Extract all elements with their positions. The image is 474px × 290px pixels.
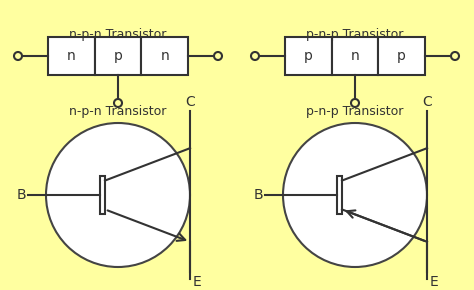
Text: p: p <box>114 49 122 63</box>
Circle shape <box>14 52 22 60</box>
Bar <box>285 37 332 75</box>
Text: n: n <box>351 49 359 63</box>
Text: E: E <box>193 275 202 289</box>
Text: E: E <box>430 275 439 289</box>
Bar <box>141 37 188 75</box>
Text: B: B <box>17 188 26 202</box>
Bar <box>378 37 425 75</box>
Text: p-n-p Transistor: p-n-p Transistor <box>306 105 404 118</box>
Bar <box>337 176 342 214</box>
Text: B: B <box>254 188 263 202</box>
Text: n-p-n Transistor: n-p-n Transistor <box>69 28 167 41</box>
Circle shape <box>451 52 459 60</box>
Bar <box>48 37 95 75</box>
Text: n: n <box>67 49 76 63</box>
Circle shape <box>46 123 190 267</box>
Circle shape <box>114 99 122 107</box>
Text: n: n <box>160 49 169 63</box>
Bar <box>95 37 141 75</box>
Text: C: C <box>422 95 432 109</box>
Circle shape <box>351 99 359 107</box>
Bar <box>100 176 105 214</box>
Text: n-p-n Transistor: n-p-n Transistor <box>69 105 167 118</box>
Circle shape <box>214 52 222 60</box>
Bar <box>332 37 378 75</box>
Text: p-n-p Transistor: p-n-p Transistor <box>306 28 404 41</box>
Text: p: p <box>304 49 313 63</box>
Text: p: p <box>397 49 406 63</box>
Text: C: C <box>185 95 195 109</box>
Circle shape <box>251 52 259 60</box>
Circle shape <box>283 123 427 267</box>
